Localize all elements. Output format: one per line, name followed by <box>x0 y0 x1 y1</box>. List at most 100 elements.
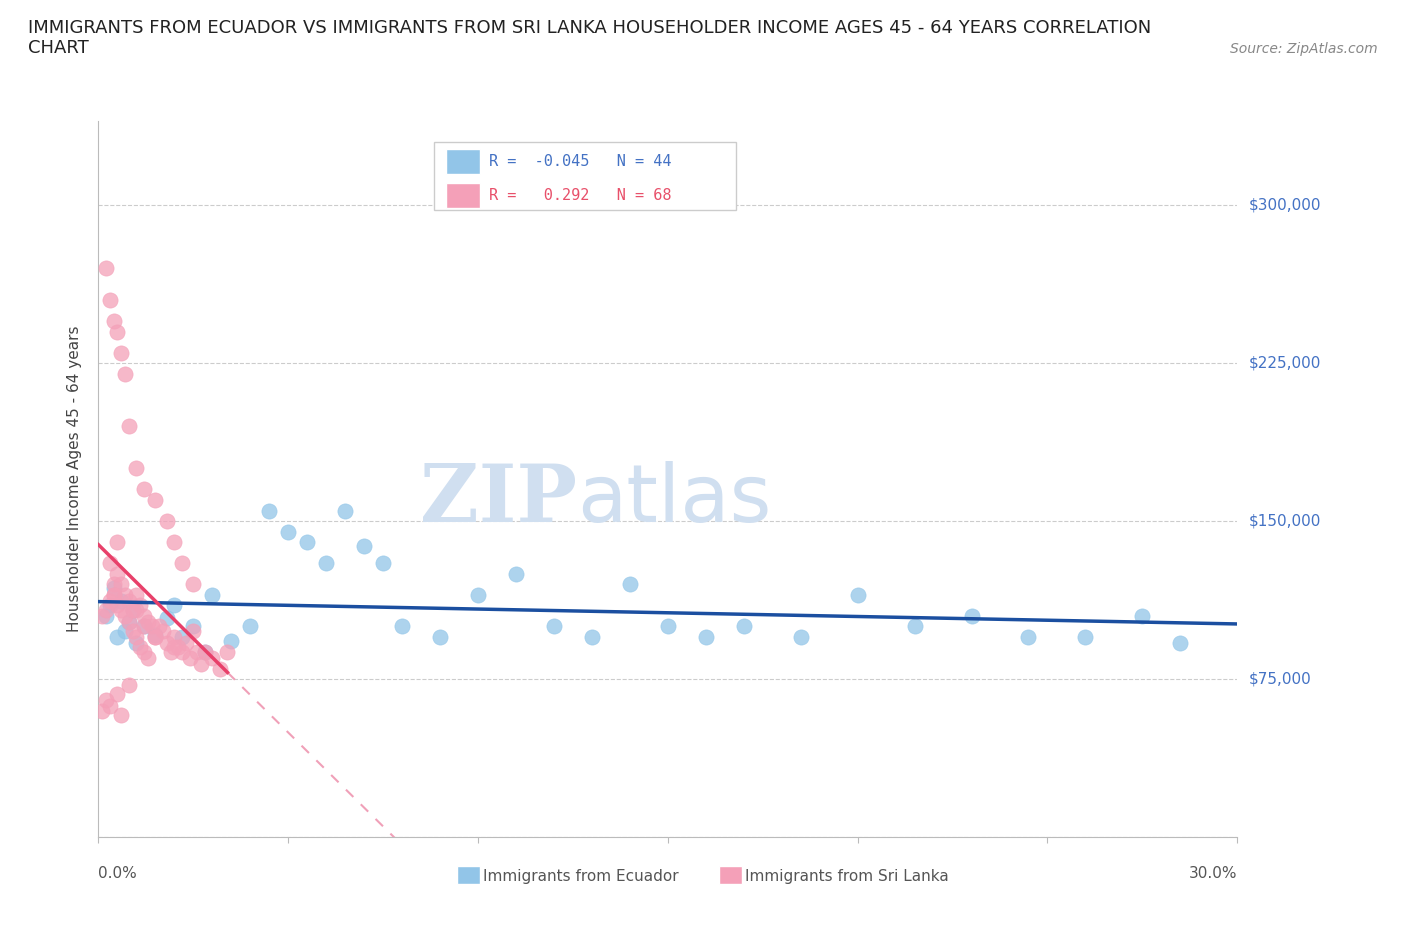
Point <box>98 598 121 613</box>
Point <box>152 623 174 638</box>
Point <box>98 593 121 608</box>
Text: 30.0%: 30.0% <box>1189 866 1237 881</box>
Point <box>107 630 129 644</box>
Point <box>259 503 281 518</box>
Point <box>960 608 983 623</box>
Point <box>581 630 603 644</box>
Point <box>194 644 217 659</box>
Point <box>121 602 143 617</box>
Point <box>170 630 193 644</box>
Point <box>186 644 208 659</box>
Bar <box>457 866 479 884</box>
Point <box>125 636 148 651</box>
Point <box>163 640 186 655</box>
Point <box>429 630 451 644</box>
Point <box>118 418 141 433</box>
Point <box>391 619 413 634</box>
Point <box>94 608 117 623</box>
Point <box>125 602 148 617</box>
Text: $150,000: $150,000 <box>1249 513 1320 528</box>
Point <box>163 598 186 613</box>
Point <box>136 615 159 630</box>
Point <box>1170 636 1192 651</box>
Text: R =   0.292   N = 68: R = 0.292 N = 68 <box>489 188 672 203</box>
Point <box>114 366 136 381</box>
Text: R =  -0.045   N = 44: R = -0.045 N = 44 <box>489 154 672 169</box>
Point <box>467 588 489 603</box>
Text: IMMIGRANTS FROM ECUADOR VS IMMIGRANTS FROM SRI LANKA HOUSEHOLDER INCOME AGES 45 : IMMIGRANTS FROM ECUADOR VS IMMIGRANTS FR… <box>28 19 1152 58</box>
Text: atlas: atlas <box>576 461 770 539</box>
Point <box>201 588 224 603</box>
Point <box>141 619 163 634</box>
Point <box>695 630 717 644</box>
Point <box>183 623 205 638</box>
Point <box>733 619 755 634</box>
Point <box>217 644 239 659</box>
Point <box>239 619 262 634</box>
Point <box>129 598 152 613</box>
Point <box>114 588 136 603</box>
Point <box>190 657 212 671</box>
Point <box>183 577 205 591</box>
Point <box>371 556 394 571</box>
Point <box>118 593 141 608</box>
Point <box>125 461 148 476</box>
Point <box>353 538 375 553</box>
Point <box>163 535 186 550</box>
Point <box>159 644 181 659</box>
Point <box>145 493 167 508</box>
Point <box>145 630 167 644</box>
Point <box>170 556 193 571</box>
Bar <box>718 866 742 884</box>
Point <box>110 593 132 608</box>
Point <box>156 610 179 625</box>
Text: $225,000: $225,000 <box>1249 355 1320 371</box>
Point <box>277 525 299 539</box>
Point <box>194 644 217 659</box>
Point <box>132 608 155 623</box>
Point <box>98 292 121 307</box>
Point <box>118 678 141 693</box>
Point <box>1132 608 1154 623</box>
Text: $300,000: $300,000 <box>1249 198 1320 213</box>
Point <box>657 619 679 634</box>
Point <box>136 651 159 666</box>
Point <box>790 630 813 644</box>
Point <box>156 513 179 528</box>
Text: $75,000: $75,000 <box>1249 671 1312 686</box>
Point <box>174 636 197 651</box>
Point <box>114 608 136 623</box>
Text: Immigrants from Ecuador: Immigrants from Ecuador <box>484 869 679 883</box>
Point <box>121 602 143 617</box>
Point <box>125 630 148 644</box>
Point <box>118 615 141 630</box>
Bar <box>446 182 479 208</box>
Point <box>94 261 117 276</box>
Point <box>183 619 205 634</box>
Point <box>91 608 114 623</box>
Point <box>132 619 155 634</box>
Point <box>221 633 243 648</box>
Point <box>98 556 121 571</box>
Point <box>107 324 129 339</box>
Point <box>145 628 167 643</box>
Point <box>148 619 170 634</box>
Point <box>156 636 179 651</box>
Text: Immigrants from Sri Lanka: Immigrants from Sri Lanka <box>745 869 949 883</box>
Point <box>846 588 869 603</box>
Y-axis label: Householder Income Ages 45 - 64 years: Householder Income Ages 45 - 64 years <box>67 326 83 632</box>
Point <box>505 566 527 581</box>
Point <box>904 619 927 634</box>
FancyBboxPatch shape <box>434 142 737 210</box>
Point <box>1018 630 1040 644</box>
Text: ZIP: ZIP <box>420 461 576 539</box>
Point <box>107 686 129 701</box>
Point <box>121 623 143 638</box>
Point <box>132 482 155 497</box>
Point <box>110 577 132 591</box>
Point <box>179 651 201 666</box>
Point <box>1074 630 1097 644</box>
Point <box>118 615 141 630</box>
Point <box>170 644 193 659</box>
Point <box>114 623 136 638</box>
